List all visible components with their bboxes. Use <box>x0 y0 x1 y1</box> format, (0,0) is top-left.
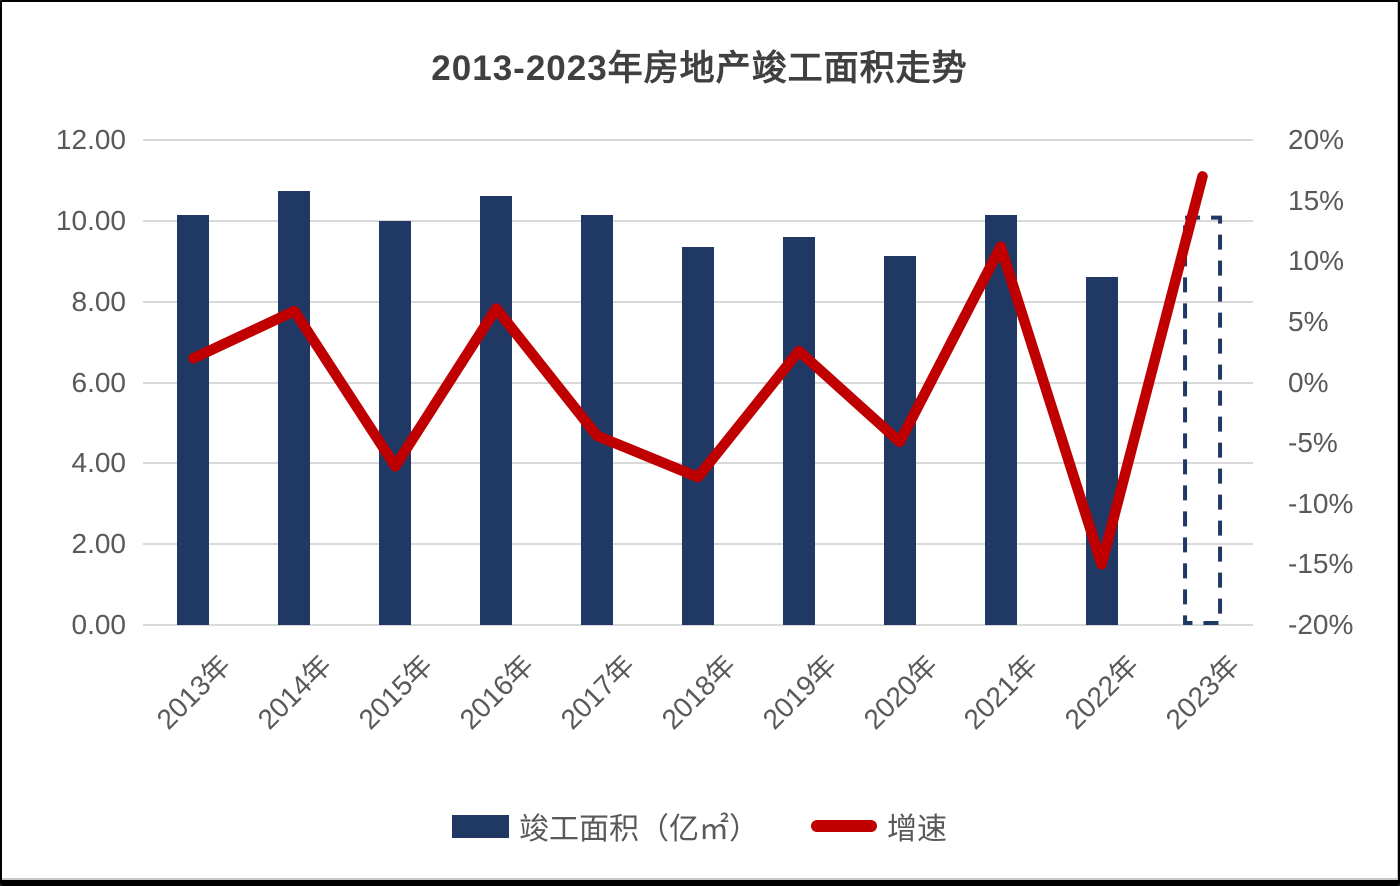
y-axis-tick-left: 8.00 <box>71 285 127 317</box>
gridline <box>143 139 1253 141</box>
chart-overlay <box>188 171 1223 625</box>
bar-2015年 <box>379 220 412 625</box>
x-axis-label: 2019年 <box>756 649 843 736</box>
x-axis-label: 2016年 <box>453 649 540 736</box>
plot-area <box>143 139 1253 626</box>
x-axis-label: 2020年 <box>857 649 944 736</box>
x-axis-label: 2022年 <box>1059 649 1145 736</box>
y-axis-tick-right: 10% <box>1288 245 1345 277</box>
x-axis-label: 2014年 <box>251 649 338 736</box>
bar-2014年 <box>278 190 311 625</box>
bar-2013年 <box>177 215 210 625</box>
legend-item-growth-rate: 增速 <box>811 804 947 848</box>
x-axis-label: 2015年 <box>352 649 439 736</box>
x-axis-label: 2021年 <box>958 649 1044 736</box>
y-axis-tick-right: -15% <box>1288 548 1354 580</box>
legend-item-completion-area: 竣工面积（亿㎡） <box>452 804 759 848</box>
legend: 竣工面积（亿㎡） 增速 <box>2 804 1397 848</box>
y-axis-tick-left: 0.00 <box>71 609 127 640</box>
bar-forecast-2023年 <box>1183 215 1223 625</box>
y-axis-tick-right: -5% <box>1288 427 1338 459</box>
legend-bar-label: 竣工面积（亿㎡） <box>519 813 759 846</box>
bar-2018年 <box>682 246 714 625</box>
bar-2016年 <box>480 196 513 625</box>
legend-bar-swatch <box>452 814 509 838</box>
legend-line-swatch <box>811 820 877 832</box>
gridline <box>143 219 1253 222</box>
bar-2019年 <box>782 237 815 625</box>
x-axis-label: 2018年 <box>655 649 742 736</box>
y-axis-tick-left: 6.00 <box>71 366 127 398</box>
y-axis-tick-right: 0% <box>1288 366 1329 398</box>
y-axis-tick-left: 2.00 <box>71 528 127 560</box>
chart-title: 2013-2023年房地产竣工面积走势 <box>431 49 968 88</box>
y-axis-tick-right: -10% <box>1288 487 1354 519</box>
y-axis-tick-right: -20% <box>1288 609 1354 640</box>
y-axis-tick-left: 4.00 <box>71 447 127 479</box>
growth-line <box>188 171 1208 570</box>
x-axis-label: 2013年 <box>150 649 237 736</box>
y-axis-tick-left: 12.00 <box>55 124 126 155</box>
y-axis-tick-left: 10.00 <box>55 204 126 236</box>
y-axis-tick-right: 20% <box>1288 124 1345 155</box>
gridline <box>143 624 1253 626</box>
legend-line-label: 增速 <box>887 813 947 846</box>
x-axis-label: 2017年 <box>554 649 641 736</box>
x-axis-label: 2023年 <box>1159 649 1246 736</box>
y-axis-tick-right: 15% <box>1288 184 1345 216</box>
y-axis-tick-right: 5% <box>1288 305 1329 337</box>
